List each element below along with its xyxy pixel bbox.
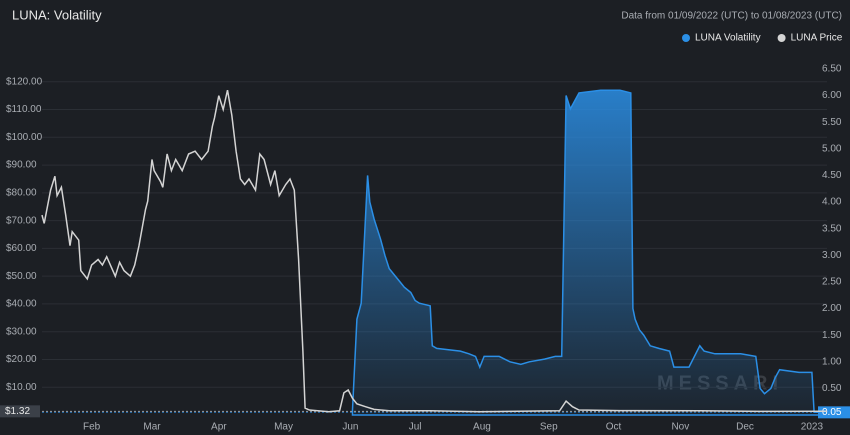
y2-tick-label: 0.50: [822, 383, 842, 394]
chart-subtitle: Data from 01/09/2022 (UTC) to 01/08/2023…: [621, 11, 842, 22]
y2-tick-label: 4.00: [822, 197, 842, 208]
y-tick-label: $30.00: [6, 326, 37, 337]
x-tick-label: Dec: [736, 422, 754, 433]
y-tick-label: $20.00: [6, 354, 37, 365]
y2-tick-label: 2.50: [822, 277, 842, 288]
legend-marker: [682, 34, 690, 42]
y-tick-label: $90.00: [6, 160, 37, 171]
y2-tick-label: 5.00: [822, 143, 842, 154]
y-tick-label: $110.00: [6, 104, 42, 115]
legend-label: LUNA Price: [791, 33, 843, 44]
y-tick-label: $40.00: [6, 299, 37, 310]
y-tick-label: $120.00: [6, 76, 43, 87]
x-tick-label: Apr: [211, 422, 227, 433]
y2-tick-label: 3.50: [822, 223, 842, 234]
x-tick-label: Aug: [473, 422, 491, 433]
x-tick-label: Sep: [540, 422, 558, 433]
y-tick-label: $10.00: [6, 382, 37, 393]
x-tick-label: Oct: [606, 422, 622, 433]
y-tick-label: $100.00: [6, 132, 43, 143]
last-value-flag: [0, 405, 40, 418]
x-tick-label: Feb: [83, 422, 101, 433]
chart-title: LUNA: Volatility: [12, 7, 102, 22]
y2-tick-label: 2.00: [822, 303, 842, 314]
legend-label: LUNA Volatility: [695, 33, 761, 44]
x-tick-label: Jul: [409, 422, 422, 433]
y-tick-label: $80.00: [6, 187, 37, 198]
x-tick-label: Jun: [342, 422, 358, 433]
y2-tick-label: 4.50: [822, 170, 842, 181]
y2-tick-label: 6.50: [822, 64, 842, 75]
y-tick-label: $60.00: [6, 243, 37, 254]
price-line: [41, 89, 828, 413]
x-tick-label: 2023: [801, 422, 824, 433]
y2-tick-label: 5.50: [822, 117, 842, 128]
volatility-area: [351, 89, 828, 416]
y2-tick-label: 6.00: [822, 90, 842, 101]
y-tick-label: $50.00: [6, 271, 37, 282]
last-value-label: $1.32: [5, 406, 30, 417]
y2-tick-label: 1.50: [822, 330, 842, 341]
x-tick-label: Nov: [671, 422, 689, 433]
y2-tick-label: 1.00: [822, 356, 842, 367]
x-tick-label: May: [274, 422, 293, 433]
x-tick-label: Mar: [143, 422, 161, 433]
y2-tick-label: 3.00: [822, 250, 842, 261]
last-value-flag: [818, 406, 850, 419]
last-value-label: 0.05: [822, 407, 842, 418]
legend-marker: [777, 34, 786, 42]
y-tick-label: $70.00: [6, 215, 37, 226]
